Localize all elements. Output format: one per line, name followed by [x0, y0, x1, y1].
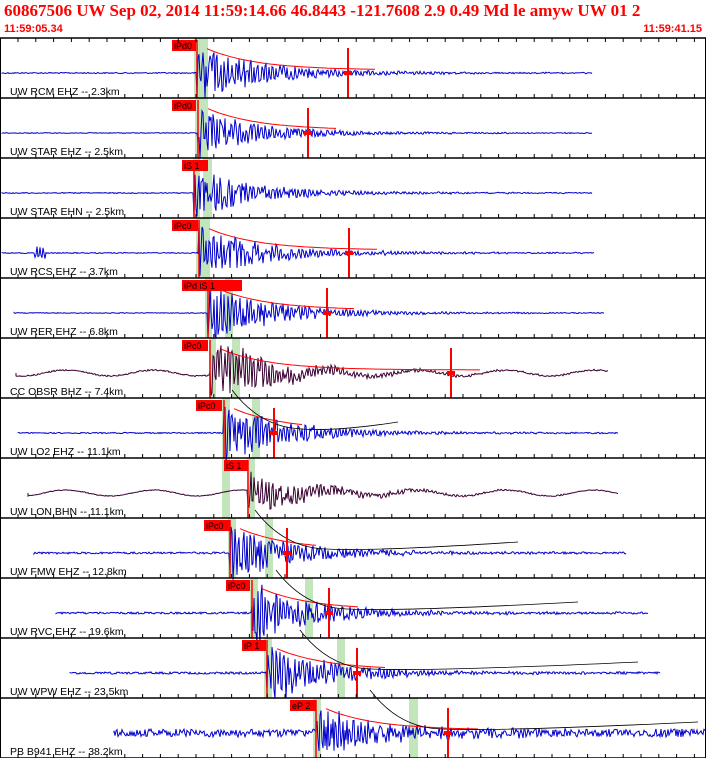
station-label-6: CC OBSR BHZ -- 7.4km	[10, 386, 123, 398]
moveout-curve-7	[231, 389, 399, 430]
waveform-trace-4	[1, 222, 595, 276]
pick-label-box-9	[204, 520, 230, 531]
pick-label-9: iPc0	[206, 521, 224, 531]
waveform-trace-3	[1, 174, 593, 217]
station-label-12: PB B941 EHZ -- 38.2km	[10, 746, 123, 758]
event-title: 60867506 UW Sep 02, 2014 11:59:14.66 46.…	[4, 1, 641, 20]
moveout-curve-10	[275, 569, 579, 610]
coda-fit-curve-2	[207, 108, 337, 129]
pick-label-box-12	[290, 700, 316, 711]
coda-fit-curve-9	[239, 528, 317, 546]
pick-window-3-1	[193, 158, 200, 218]
coda-fit-curve-7	[233, 408, 303, 425]
pick-label-box-10	[226, 580, 250, 591]
pick-label-11: iP 1	[244, 641, 259, 651]
pick-label-2: iPd0	[174, 101, 192, 111]
waveform-trace-11	[69, 647, 661, 699]
station-label-11: UW WPW EHZ -- 23.5km	[10, 686, 129, 698]
pick-label-7: iPc0	[198, 401, 216, 411]
pick-label-box-4	[172, 220, 198, 231]
coda-fit-curve-10	[261, 588, 359, 608]
pick-window-8-2	[247, 458, 255, 518]
pick-label-3: iS 1	[184, 161, 200, 171]
coda-fit-curve-12	[325, 708, 479, 730]
pick-window-7-2	[252, 398, 260, 458]
pick-label-12: eP 2	[292, 701, 310, 711]
waveform-trace-6	[15, 345, 609, 396]
station-label-8: UW LON BHN -- 11.1km	[10, 506, 124, 518]
station-label-4: UW RCS EHZ -- 3.7km	[10, 266, 118, 278]
waveform-trace-2	[1, 108, 593, 159]
pick-window-8-1	[222, 458, 230, 518]
pick-window-7-1	[222, 398, 230, 458]
pick-label-box-11	[242, 640, 266, 651]
pick-label-box-2	[172, 100, 196, 111]
pick-label-5: iPd iS 1	[184, 281, 215, 291]
waveform-trace-10	[55, 584, 649, 642]
pick-label-box-6	[182, 340, 208, 351]
moveout-curve-9	[254, 509, 519, 550]
pick-label-8: iS 1	[226, 461, 242, 471]
pick-label-box-1	[172, 40, 196, 51]
station-label-10: UW RVC EHZ -- 19.6km	[10, 626, 124, 638]
station-label-2: UW STAR EHZ -- 2.5km	[10, 146, 123, 158]
time-end-label: 11:59:41.15	[643, 23, 702, 35]
coda-fit-curve-6	[219, 348, 480, 371]
pick-window-2-2	[201, 98, 208, 158]
waveform-trace-1	[1, 52, 593, 99]
time-start-label: 11:59:05.34	[4, 23, 63, 35]
pick-label-1: iPd0	[174, 41, 192, 51]
pick-window-6-2	[232, 338, 240, 398]
pick-label-10: iPc0	[228, 581, 246, 591]
station-label-1: UW RCM EHZ -- 2.3km	[10, 86, 120, 98]
moveout-curve-11	[299, 629, 639, 670]
pick-window-11-2	[337, 638, 345, 698]
waveform-trace-8	[27, 471, 619, 510]
waveform-trace-7	[17, 406, 619, 461]
title-bar: 60867506 UW Sep 02, 2014 11:59:14.66 46.…	[0, 0, 706, 22]
coda-fit-curve-5	[217, 288, 355, 310]
coda-fit-curve-11	[276, 648, 386, 668]
pick-label-box-3	[182, 160, 208, 171]
pick-label-6: iPc0	[184, 341, 202, 351]
station-label-3: UW STAR EHN -- 2.5km	[10, 206, 124, 218]
pick-label-box-5	[182, 280, 242, 291]
waveform-trace-9	[33, 526, 627, 580]
waveform-trace-5	[13, 282, 605, 339]
pick-label-4: iPc0	[174, 221, 192, 231]
pick-window-9-2	[265, 518, 273, 578]
waveform-trace-12	[113, 710, 706, 752]
station-label-9: UW FMW EHZ -- 12.8km	[10, 566, 127, 578]
pick-label-box-7	[196, 400, 222, 411]
station-label-7: UW LO2 EHZ -- 11.1km	[10, 446, 121, 458]
pick-label-box-8	[224, 460, 248, 471]
station-label-5: UW RER EHZ -- 6.8km	[10, 326, 118, 338]
